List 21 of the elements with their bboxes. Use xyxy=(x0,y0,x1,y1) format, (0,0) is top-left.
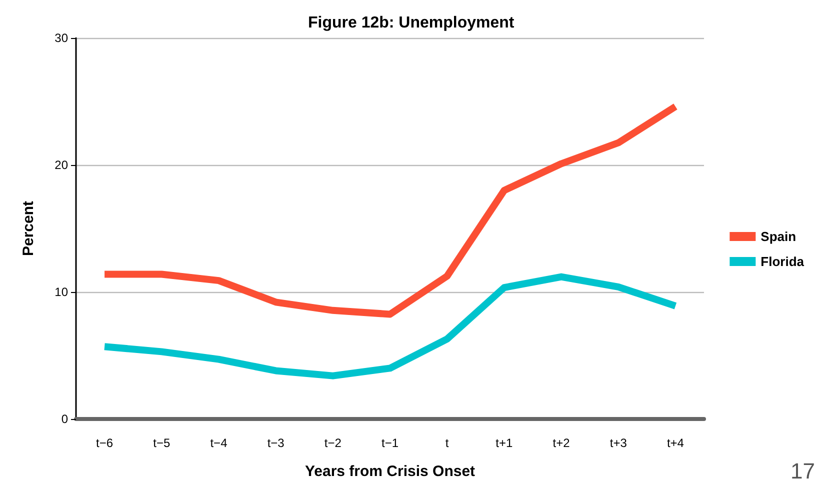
y-tick-label: 0 xyxy=(61,412,68,426)
legend-label: Florida xyxy=(760,254,805,269)
x-tick-label: t−1 xyxy=(381,436,399,450)
y-tick-label: 10 xyxy=(54,285,68,299)
x-tick-label: t xyxy=(445,436,450,450)
x-tick-label: t+4 xyxy=(666,436,684,450)
x-tick-label: t−5 xyxy=(153,436,170,450)
x-tick-label: t−4 xyxy=(210,436,228,450)
x-tick-label: t−3 xyxy=(267,436,285,450)
x-tick-label: t+3 xyxy=(610,436,628,450)
x-tick-label: t−6 xyxy=(96,436,114,450)
x-tick-label: t−2 xyxy=(324,436,342,450)
y-tick-label: 30 xyxy=(54,31,68,45)
y-tick-label: 20 xyxy=(54,158,68,172)
x-tick-label: t+1 xyxy=(496,436,514,450)
x-axis-title: Years from Crisis Onset xyxy=(304,463,476,480)
chart-title: Figure 12b: Unemployment xyxy=(308,14,515,32)
y-axis-title: Percent xyxy=(20,200,37,256)
x-tick-label: t+2 xyxy=(552,436,570,450)
legend-label: Spain xyxy=(760,229,796,244)
text: 17 xyxy=(790,458,816,484)
